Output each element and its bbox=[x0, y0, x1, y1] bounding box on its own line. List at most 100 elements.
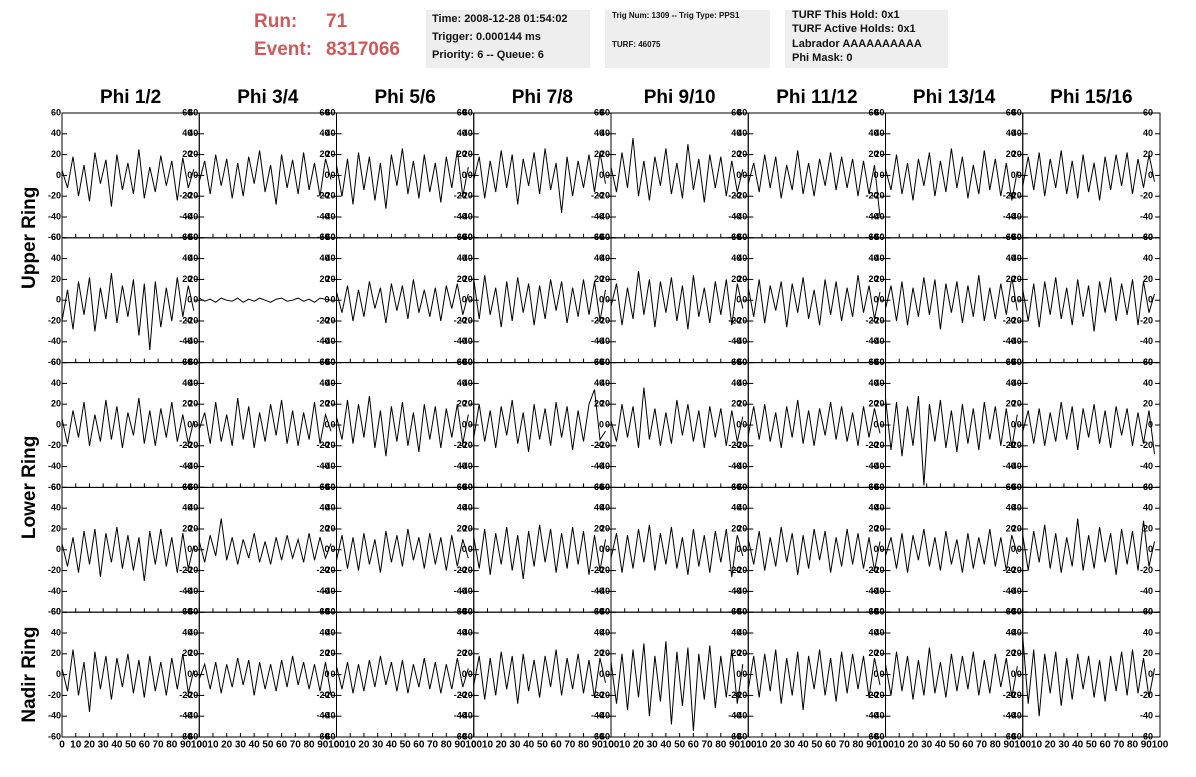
y-tick-label: -40 bbox=[728, 336, 741, 346]
y-tick-label: 0 bbox=[187, 170, 192, 180]
x-tick-label: 50 bbox=[1086, 740, 1098, 751]
y-tick-label: 0 bbox=[56, 544, 61, 554]
y-tick-label: 40 bbox=[325, 253, 335, 263]
y-tick-label: 60 bbox=[1006, 357, 1016, 367]
y-tick-label: -40 bbox=[322, 711, 335, 721]
y-tick-label: -20 bbox=[48, 191, 61, 201]
y-tick-label: 20 bbox=[737, 274, 747, 284]
y-tick-label: 20 bbox=[51, 523, 61, 533]
y-tick-label: 0 bbox=[330, 295, 335, 305]
x-tick-label: 0 bbox=[608, 740, 614, 751]
y-tick-label: -40 bbox=[185, 461, 198, 471]
x-tick-label: 30 bbox=[372, 740, 384, 751]
y-tick-label: -20 bbox=[1003, 565, 1016, 575]
waveform bbox=[336, 279, 469, 324]
y-tick-label: -40 bbox=[185, 211, 198, 221]
x-tick-label: 10 bbox=[70, 740, 82, 751]
y-tick-label: -20 bbox=[1009, 440, 1022, 450]
x-tick-label: 80 bbox=[1127, 740, 1139, 751]
y-tick-label: 60 bbox=[463, 482, 473, 492]
x-tick-label: 50 bbox=[537, 740, 549, 751]
turf-line: TURF Active Holds: 0x1 bbox=[792, 23, 916, 35]
waveform bbox=[198, 518, 332, 565]
y-tick-label: 20 bbox=[188, 274, 198, 284]
y-tick-label: 40 bbox=[1006, 128, 1016, 138]
waveform bbox=[198, 655, 332, 696]
y-tick-label: 0 bbox=[187, 544, 192, 554]
y-tick-label: 60 bbox=[594, 607, 604, 617]
x-tick-label: 60 bbox=[551, 740, 563, 751]
y-tick-label: 60 bbox=[737, 107, 747, 117]
y-tick-label: 20 bbox=[600, 149, 610, 159]
y-tick-label: 20 bbox=[874, 149, 884, 159]
y-tick-label: -40 bbox=[454, 461, 467, 471]
y-tick-label: 40 bbox=[868, 378, 878, 388]
y-tick-label: -60 bbox=[48, 731, 61, 741]
y-tick-label: 60 bbox=[1006, 232, 1016, 242]
waveform bbox=[885, 148, 1018, 201]
y-tick-label: 0 bbox=[873, 544, 878, 554]
y-tick-label: 60 bbox=[731, 107, 741, 117]
x-tick-label: 30 bbox=[921, 740, 933, 751]
y-tick-label: -20 bbox=[591, 565, 604, 575]
y-tick-label: -20 bbox=[316, 315, 329, 325]
y-tick-label: 20 bbox=[594, 399, 604, 409]
y-tick-label: 40 bbox=[325, 378, 335, 388]
x-tick-label: 100 bbox=[1014, 740, 1031, 751]
y-tick-label: 40 bbox=[868, 503, 878, 513]
y-tick-label: -60 bbox=[871, 232, 884, 242]
y-tick-label: 60 bbox=[731, 357, 741, 367]
y-tick-label: 40 bbox=[594, 253, 604, 263]
y-tick-label: 0 bbox=[736, 295, 741, 305]
y-tick-label: -20 bbox=[865, 565, 878, 575]
trig-line: TURF: 46075 bbox=[612, 40, 661, 49]
y-tick-label: -20 bbox=[728, 440, 741, 450]
y-tick-label: -40 bbox=[871, 711, 884, 721]
y-tick-label: -60 bbox=[460, 357, 473, 367]
y-tick-label: 20 bbox=[325, 523, 335, 533]
y-tick-label: -60 bbox=[460, 731, 473, 741]
y-tick-label: 40 bbox=[731, 503, 741, 513]
y-tick-label: -40 bbox=[871, 336, 884, 346]
y-tick-label: -40 bbox=[1009, 711, 1022, 721]
y-tick-label: 20 bbox=[594, 274, 604, 284]
y-tick-label: 40 bbox=[594, 378, 604, 388]
y-tick-label: 20 bbox=[457, 523, 467, 533]
y-tick-label: -20 bbox=[185, 315, 198, 325]
x-tick-label: 100 bbox=[877, 740, 894, 751]
y-tick-label: 0 bbox=[873, 419, 878, 429]
x-tick-label: 30 bbox=[509, 740, 521, 751]
y-tick-label: 0 bbox=[879, 295, 884, 305]
y-tick-label: 20 bbox=[1012, 399, 1022, 409]
y-tick-label: 0 bbox=[324, 170, 329, 180]
y-tick-label: -20 bbox=[454, 565, 467, 575]
y-tick-label: 60 bbox=[600, 107, 610, 117]
y-tick-label: 60 bbox=[188, 482, 198, 492]
waveform bbox=[1022, 277, 1155, 332]
y-tick-label: 60 bbox=[1012, 232, 1022, 242]
y-tick-label: -20 bbox=[591, 690, 604, 700]
y-tick-label: 20 bbox=[457, 648, 467, 658]
y-tick-label: -40 bbox=[316, 711, 329, 721]
y-tick-label: 40 bbox=[1006, 503, 1016, 513]
y-tick-label: 20 bbox=[463, 149, 473, 159]
y-tick-label: 0 bbox=[736, 544, 741, 554]
waveform bbox=[1022, 402, 1155, 455]
x-tick-label: 10 bbox=[619, 740, 631, 751]
y-tick-label: 40 bbox=[737, 253, 747, 263]
x-tick-label: 0 bbox=[1020, 740, 1026, 751]
column-title: Phi 3/4 bbox=[237, 87, 299, 108]
y-tick-label: 20 bbox=[731, 523, 741, 533]
y-tick-label: 20 bbox=[1006, 523, 1016, 533]
y-tick-label: -60 bbox=[1009, 232, 1022, 242]
y-tick-label: 20 bbox=[868, 149, 878, 159]
y-tick-label: -20 bbox=[1009, 690, 1022, 700]
y-tick-label: -40 bbox=[1009, 586, 1022, 596]
y-tick-label: -40 bbox=[48, 711, 61, 721]
y-tick-label: -20 bbox=[865, 315, 878, 325]
x-tick-label: 0 bbox=[196, 740, 202, 751]
y-tick-label: 40 bbox=[600, 253, 610, 263]
y-tick-label: -40 bbox=[179, 586, 192, 596]
y-tick-label: -20 bbox=[316, 565, 329, 575]
y-tick-label: 20 bbox=[188, 149, 198, 159]
